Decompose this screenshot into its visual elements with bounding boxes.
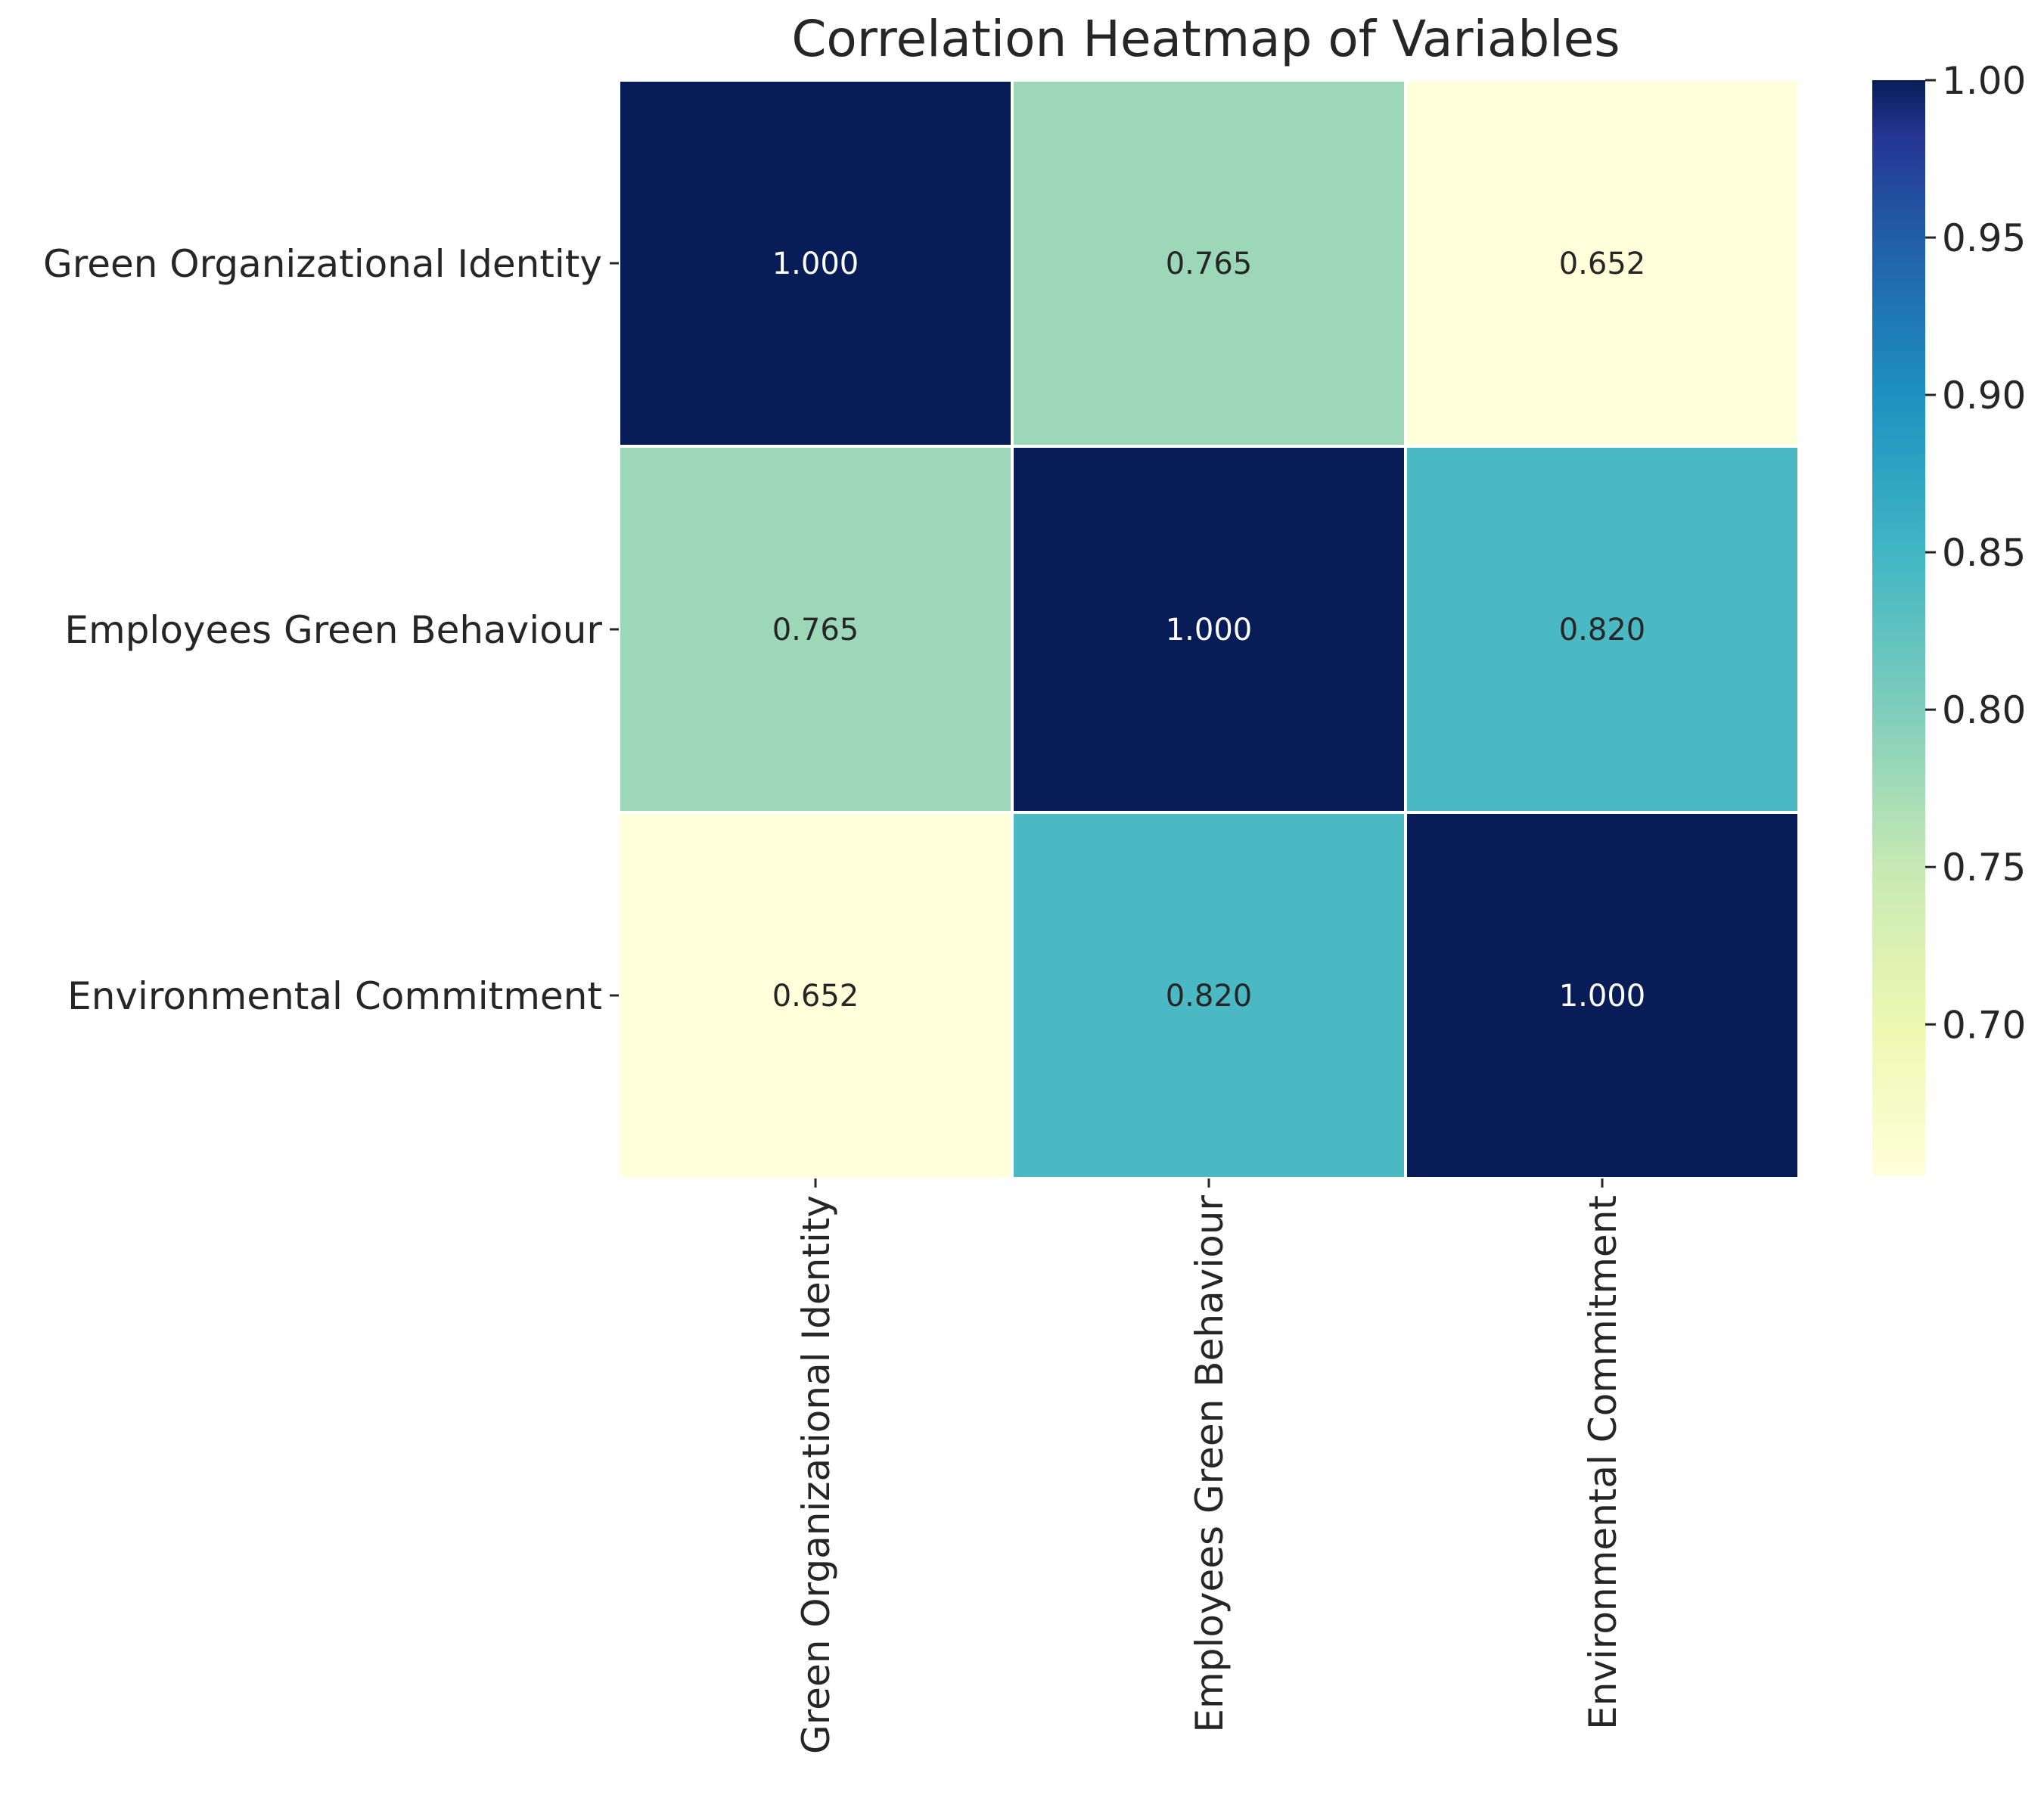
heatmap-cell-label-r1-c1: 1.000 [1166, 613, 1253, 647]
column-label-2: Environmental Commitment [1581, 1195, 1625, 1730]
row-label-0: Green Organizational Identity [43, 242, 602, 286]
heatmap-cell-label-r1-c0: 0.765 [772, 613, 859, 647]
chart-title: Correlation Heatmap of Variables [791, 10, 1620, 68]
heatmap-cell-r0-c1 [1011, 79, 1407, 448]
column-label-1: Employees Green Behaviour [1188, 1195, 1232, 1733]
colorbar-tick-label-0: 0.70 [1942, 1003, 2026, 1047]
heatmap-cell-label-r0-c0: 1.000 [772, 247, 859, 281]
row-label-2: Environmental Commitment [67, 974, 602, 1018]
heatmap-cell-label-r2-c1: 0.820 [1166, 979, 1253, 1014]
heatmap-cell-r1-c1 [1011, 445, 1407, 814]
colorbar-ticks: 0.70 0.75 0.80 0.85 0.90 0.95 1.00 [1925, 59, 2026, 1047]
column-label-0: Green Organizational Identity [794, 1195, 838, 1754]
colorbar-tick-label-1: 0.75 [1942, 846, 2026, 890]
colorbar-tick-label-4: 0.90 [1942, 374, 2026, 418]
heatmap-cell-label-r0-c2: 0.652 [1559, 247, 1646, 281]
colorbar: 0.70 0.75 0.80 0.85 0.90 0.95 1.00 [1872, 59, 2026, 1175]
heatmap-cell-r0-c2 [1404, 79, 1800, 448]
heatmap-cell-r1-c0 [617, 445, 1014, 814]
heatmap-cell-label-r0-c1: 0.765 [1166, 247, 1253, 281]
column-labels: Green Organizational Identity Employees G… [794, 1178, 1625, 1754]
heatmap-cell-label-r2-c0: 0.652 [772, 979, 859, 1014]
heatmap-cell-r0-c0 [617, 79, 1014, 448]
heatmap-cell-r1-c2 [1404, 445, 1800, 814]
colorbar-tick-label-6: 1.00 [1942, 59, 2026, 103]
heatmap-cell-label-r2-c2: 1.000 [1559, 979, 1646, 1014]
row-labels: Green Organizational Identity Employees G… [43, 242, 619, 1018]
heatmap-cell-label-r1-c2: 0.820 [1559, 613, 1646, 647]
heatmap-cells: 1.000 0.765 0.652 0.765 1.000 0.820 0.652 0.820… [617, 79, 1800, 1180]
colorbar-tick-label-5: 0.95 [1942, 216, 2026, 260]
row-label-1: Employees Green Behaviour [64, 608, 602, 652]
colorbar-tick-label-3: 0.85 [1942, 531, 2026, 575]
heatmap-cell-r2-c1 [1011, 811, 1407, 1180]
colorbar-gradient [1872, 80, 1925, 1175]
colorbar-tick-label-2: 0.80 [1942, 688, 2026, 732]
